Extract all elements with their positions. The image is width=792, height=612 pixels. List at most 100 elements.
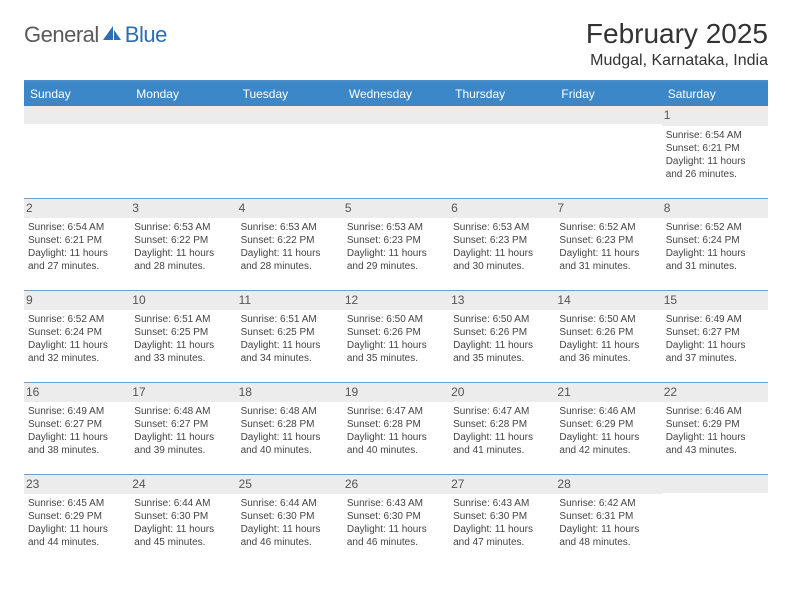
day-number: 27 <box>449 475 555 495</box>
daylight-text: Daylight: 11 hours <box>666 339 764 352</box>
sunset-text: Sunset: 6:31 PM <box>559 510 657 523</box>
calendar-day-cell: 13Sunrise: 6:50 AMSunset: 6:26 PMDayligh… <box>449 290 555 382</box>
logo-sail-icon <box>101 24 123 47</box>
day-number: 3 <box>130 199 236 219</box>
calendar-day-cell: 9Sunrise: 6:52 AMSunset: 6:24 PMDaylight… <box>24 290 130 382</box>
sunset-text: Sunset: 6:25 PM <box>134 326 232 339</box>
calendar-day-cell: 17Sunrise: 6:48 AMSunset: 6:27 PMDayligh… <box>130 382 236 474</box>
daylight-text: Daylight: 11 hours <box>347 339 445 352</box>
daylight-text: Daylight: 11 hours <box>28 339 126 352</box>
day-header: Wednesday <box>343 82 449 106</box>
sunrise-text: Sunrise: 6:47 AM <box>347 405 445 418</box>
daylight-text: Daylight: 11 hours <box>134 247 232 260</box>
daylight-text: Daylight: 11 hours <box>134 339 232 352</box>
calendar-week-row: 16Sunrise: 6:49 AMSunset: 6:27 PMDayligh… <box>24 382 768 474</box>
daylight-text: Daylight: 11 hours <box>134 431 232 444</box>
daylight-text: and 46 minutes. <box>241 536 339 549</box>
sunrise-text: Sunrise: 6:49 AM <box>28 405 126 418</box>
sunset-text: Sunset: 6:30 PM <box>453 510 551 523</box>
calendar-day-cell <box>343 106 449 198</box>
calendar-day-cell: 4Sunrise: 6:53 AMSunset: 6:22 PMDaylight… <box>237 198 343 290</box>
sunset-text: Sunset: 6:24 PM <box>666 234 764 247</box>
daylight-text: and 43 minutes. <box>666 444 764 457</box>
sunrise-text: Sunrise: 6:48 AM <box>241 405 339 418</box>
sunset-text: Sunset: 6:29 PM <box>666 418 764 431</box>
day-number <box>24 106 130 124</box>
daylight-text: and 46 minutes. <box>347 536 445 549</box>
daylight-text: Daylight: 11 hours <box>241 339 339 352</box>
daylight-text: and 34 minutes. <box>241 352 339 365</box>
calendar-day-cell: 22Sunrise: 6:46 AMSunset: 6:29 PMDayligh… <box>662 382 768 474</box>
day-number: 1 <box>662 106 768 126</box>
day-number: 6 <box>449 199 555 219</box>
calendar-day-cell: 18Sunrise: 6:48 AMSunset: 6:28 PMDayligh… <box>237 382 343 474</box>
daylight-text: Daylight: 11 hours <box>666 247 764 260</box>
calendar-day-cell: 21Sunrise: 6:46 AMSunset: 6:29 PMDayligh… <box>555 382 661 474</box>
calendar-week-row: 9Sunrise: 6:52 AMSunset: 6:24 PMDaylight… <box>24 290 768 382</box>
day-number: 24 <box>130 475 236 495</box>
day-number: 5 <box>343 199 449 219</box>
title-block: February 2025 Mudgal, Karnataka, India <box>586 18 768 70</box>
sunset-text: Sunset: 6:30 PM <box>134 510 232 523</box>
day-number: 25 <box>237 475 343 495</box>
day-number <box>237 106 343 124</box>
daylight-text: Daylight: 11 hours <box>241 431 339 444</box>
logo: General Blue <box>24 22 167 48</box>
day-number <box>130 106 236 124</box>
day-number <box>343 106 449 124</box>
calendar-day-cell: 12Sunrise: 6:50 AMSunset: 6:26 PMDayligh… <box>343 290 449 382</box>
sunrise-text: Sunrise: 6:47 AM <box>453 405 551 418</box>
daylight-text: and 33 minutes. <box>134 352 232 365</box>
sunrise-text: Sunrise: 6:42 AM <box>559 497 657 510</box>
sunrise-text: Sunrise: 6:51 AM <box>134 313 232 326</box>
sunset-text: Sunset: 6:21 PM <box>28 234 126 247</box>
daylight-text: Daylight: 11 hours <box>241 523 339 536</box>
daylight-text: Daylight: 11 hours <box>28 247 126 260</box>
daylight-text: Daylight: 11 hours <box>666 155 764 168</box>
daylight-text: and 27 minutes. <box>28 260 126 273</box>
sunrise-text: Sunrise: 6:54 AM <box>28 221 126 234</box>
calendar-day-cell: 25Sunrise: 6:44 AMSunset: 6:30 PMDayligh… <box>237 474 343 566</box>
sunrise-text: Sunrise: 6:54 AM <box>666 129 764 142</box>
daylight-text: and 38 minutes. <box>28 444 126 457</box>
calendar-day-cell: 1Sunrise: 6:54 AMSunset: 6:21 PMDaylight… <box>662 106 768 198</box>
daylight-text: Daylight: 11 hours <box>559 523 657 536</box>
calendar-week-row: 2Sunrise: 6:54 AMSunset: 6:21 PMDaylight… <box>24 198 768 290</box>
calendar-day-cell <box>662 474 768 566</box>
daylight-text: and 35 minutes. <box>453 352 551 365</box>
daylight-text: Daylight: 11 hours <box>559 247 657 260</box>
sunrise-text: Sunrise: 6:50 AM <box>453 313 551 326</box>
sunset-text: Sunset: 6:29 PM <box>559 418 657 431</box>
sunset-text: Sunset: 6:27 PM <box>666 326 764 339</box>
day-number: 4 <box>237 199 343 219</box>
calendar-day-cell: 5Sunrise: 6:53 AMSunset: 6:23 PMDaylight… <box>343 198 449 290</box>
daylight-text: and 31 minutes. <box>559 260 657 273</box>
daylight-text: and 36 minutes. <box>559 352 657 365</box>
day-number: 17 <box>130 383 236 403</box>
daylight-text: Daylight: 11 hours <box>347 523 445 536</box>
day-number: 23 <box>24 475 130 495</box>
daylight-text: Daylight: 11 hours <box>453 431 551 444</box>
calendar-day-cell: 14Sunrise: 6:50 AMSunset: 6:26 PMDayligh… <box>555 290 661 382</box>
sunrise-text: Sunrise: 6:52 AM <box>28 313 126 326</box>
sunset-text: Sunset: 6:23 PM <box>453 234 551 247</box>
daylight-text: and 30 minutes. <box>453 260 551 273</box>
sunset-text: Sunset: 6:28 PM <box>241 418 339 431</box>
daylight-text: Daylight: 11 hours <box>134 523 232 536</box>
calendar-day-cell <box>24 106 130 198</box>
daylight-text: Daylight: 11 hours <box>28 523 126 536</box>
day-number: 22 <box>662 383 768 403</box>
calendar-day-cell: 27Sunrise: 6:43 AMSunset: 6:30 PMDayligh… <box>449 474 555 566</box>
sunset-text: Sunset: 6:30 PM <box>241 510 339 523</box>
sunset-text: Sunset: 6:26 PM <box>453 326 551 339</box>
day-number: 28 <box>555 475 661 495</box>
sunrise-text: Sunrise: 6:44 AM <box>134 497 232 510</box>
calendar-day-cell <box>237 106 343 198</box>
calendar-day-cell: 2Sunrise: 6:54 AMSunset: 6:21 PMDaylight… <box>24 198 130 290</box>
daylight-text: and 35 minutes. <box>347 352 445 365</box>
daylight-text: and 29 minutes. <box>347 260 445 273</box>
daylight-text: and 28 minutes. <box>134 260 232 273</box>
sunset-text: Sunset: 6:24 PM <box>28 326 126 339</box>
sunrise-text: Sunrise: 6:51 AM <box>241 313 339 326</box>
daylight-text: and 32 minutes. <box>28 352 126 365</box>
